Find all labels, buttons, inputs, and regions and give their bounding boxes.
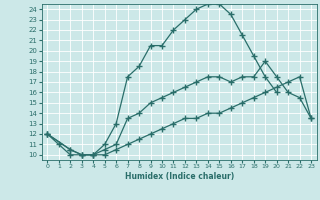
X-axis label: Humidex (Indice chaleur): Humidex (Indice chaleur) — [124, 172, 234, 181]
